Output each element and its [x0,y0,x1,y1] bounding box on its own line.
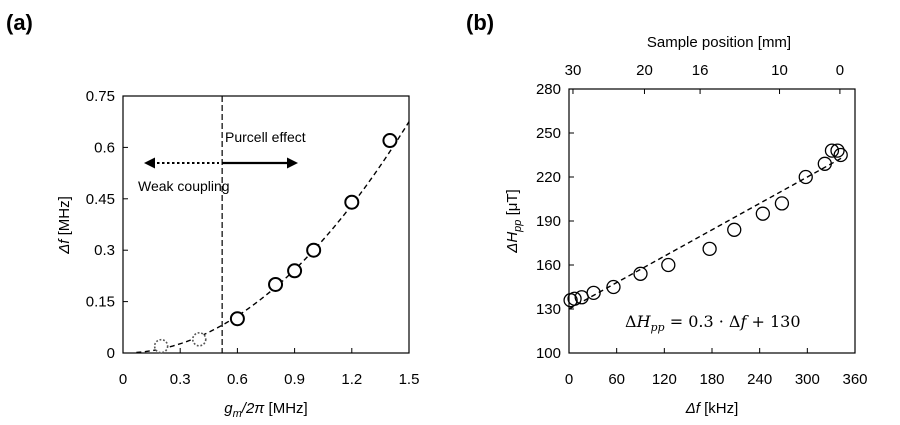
panel-a-x-tick-label: 0 [119,371,127,388]
purcell-arrow-icon [287,157,298,169]
panel-b-point [817,156,832,171]
panel-a-y-tick-label: 0.6 [94,139,115,156]
panel-a-x-tick-label: 0.3 [170,371,191,388]
panel-b-y-tick-label: 220 [536,169,561,186]
panel-b-point [798,169,813,185]
panel-b: (b) Sample position [mm] 0 60 120 180 240 300… [466,10,868,417]
panel-b-x-tick-label: 300 [795,371,820,388]
panel-b-top-tick-label: 20 [636,62,653,79]
panel-b-top-tick-label: 16 [692,62,709,79]
panel-b-point [567,291,582,306]
panel-b-point [702,241,717,257]
panel-a-y-tick-label: 0.45 [86,191,115,208]
panel-b-point [661,257,676,273]
panel-a-y-tick-label: 0.75 [86,88,115,105]
panel-a: (a) 0 0.3 0.6 0.9 1.2 1.500.150.30.450.60.75 … [6,10,419,420]
panel-b-y-tick-label: 160 [536,257,561,274]
panel-a-x-tick-label: 0.9 [284,371,305,388]
fit-equation: ΔHpp = 0.3 · Δf + 130 [625,312,801,334]
panel-a-plot-frame [122,95,410,354]
panel-b-fit-line [568,156,844,310]
panel-b-y-tick-label: 130 [536,301,561,318]
panel-a-x-axis-label: gm/2π [MHz] [224,400,307,420]
panel-b-point [824,143,840,158]
panel-a-weak-point [191,331,207,347]
panel-b-top-tick-label: 30 [565,62,582,79]
panel-a-x-tick-label: 0.6 [227,371,248,388]
panel-a-label: (a) [6,10,33,35]
panel-a-points [153,133,398,354]
panel-b-top-axis-label: Sample position [mm] [647,34,791,51]
panel-b-point [586,285,601,301]
weak-arrow-icon [144,157,155,169]
panel-b-point [833,147,848,163]
panel-a-y-axis-label: Δf [MHz] [56,196,73,255]
panel-a-y-tick-label: 0.15 [86,294,115,311]
panel-b-x-tick-label: 120 [652,371,677,388]
panel-b-y-tick-label: 190 [536,213,561,230]
panel-b-y-tick-label: 280 [536,81,561,98]
panel-b-y-tick-label: 250 [536,125,561,142]
panel-b-y-axis-label: ΔHpp [μT] [504,189,524,253]
panel-a-point [382,133,398,149]
panel-b-points [563,143,848,308]
purcell-effect-label: Purcell effect [225,129,306,145]
panel-b-point [633,266,648,281]
panel-a-point [344,194,360,210]
panel-a-point [229,311,245,327]
panel-b-point [606,279,621,295]
panel-b-x-tick-label: 0 [565,371,573,388]
panel-b-ticks: 0 60 120 180 240 300 3601001301601902202502803… [536,62,868,388]
panel-a-point [268,276,284,292]
panel-a-weak-point [153,338,169,354]
panel-b-x-axis-label: Δf [kHz] [685,400,739,417]
panel-b-top-tick-label: 10 [771,62,788,79]
panel-a-x-tick-label: 1.2 [341,371,362,388]
panel-a-x-tick-label: 1.5 [399,371,420,388]
panel-b-x-tick-label: 360 [842,371,867,388]
panel-a-y-tick-label: 0 [107,345,115,362]
panel-b-top-tick-label: 0 [836,62,844,79]
panel-b-point [727,222,742,237]
panel-a-y-tick-label: 0.3 [94,242,115,259]
panel-b-point [755,206,770,221]
panel-b-point [774,196,790,211]
panel-b-x-tick-label: 180 [699,371,724,388]
panel-b-fit-path [568,156,844,310]
panel-a-point [287,263,303,279]
panel-b-x-tick-label: 240 [747,371,772,388]
weak-coupling-label: Weak coupling [138,178,230,194]
panel-a-ticks: 0 0.3 0.6 0.9 1.2 1.5 0 0.15 0.3 0.45 0.6 0.75 [86,88,420,388]
panel-b-x-tick-label: 60 [608,371,625,388]
panel-b-y-tick-label: 100 [536,345,561,362]
panel-b-label: (b) [466,10,494,35]
panel-b-point [830,143,845,158]
panel-a-point [306,242,322,258]
panel-b-point [574,290,589,305]
panel-a-fit-path [136,121,410,354]
panel-a-fit-curve [136,121,410,354]
